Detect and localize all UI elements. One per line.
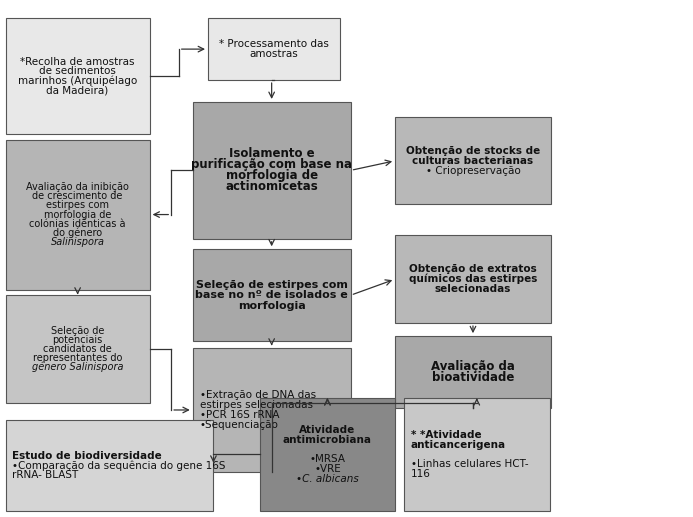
Text: Atividade: Atividade [299, 425, 356, 435]
Text: da Madeira): da Madeira) [46, 86, 109, 96]
Text: potenciais: potenciais [53, 335, 103, 345]
FancyBboxPatch shape [6, 18, 150, 134]
Text: •Extração de DNA das: •Extração de DNA das [200, 390, 316, 400]
Text: base no nº de isolados e: base no nº de isolados e [195, 290, 348, 300]
Text: purificação com base na: purificação com base na [191, 158, 352, 171]
FancyBboxPatch shape [404, 398, 550, 511]
Text: de crescimento de: de crescimento de [33, 191, 123, 201]
Text: género Salinispora: género Salinispora [32, 362, 123, 372]
Text: •C. albicans: •C. albicans [296, 474, 359, 484]
FancyBboxPatch shape [6, 140, 150, 290]
FancyBboxPatch shape [260, 398, 395, 511]
Text: • Criopreservação: • Criopreservação [426, 165, 520, 176]
Text: químicos das estirpes: químicos das estirpes [409, 274, 537, 284]
Text: Isolamento e: Isolamento e [229, 147, 315, 160]
Text: do género: do género [53, 227, 102, 238]
Text: •PCR 16S rRNA: •PCR 16S rRNA [200, 410, 279, 420]
Text: morfologia: morfologia [238, 300, 306, 311]
Text: Estudo de biodiversidade: Estudo de biodiversidade [12, 451, 162, 461]
Text: •VRE: •VRE [314, 464, 341, 474]
Text: Seleção de: Seleção de [51, 326, 105, 336]
Text: Obtenção de stocks de: Obtenção de stocks de [406, 146, 540, 156]
Text: estirpes selecionadas: estirpes selecionadas [200, 400, 313, 410]
Text: Salinispora: Salinispora [51, 237, 105, 247]
Text: amostras: amostras [249, 49, 298, 59]
Text: antimicrobiana: antimicrobiana [283, 435, 372, 445]
Text: morfologia de: morfologia de [44, 209, 112, 220]
Text: anticancerigena: anticancerigena [411, 439, 506, 450]
Text: morfologia de: morfologia de [226, 170, 317, 183]
Text: culturas bacterianas: culturas bacterianas [412, 156, 534, 166]
Text: •Sequenciação: •Sequenciação [200, 420, 279, 430]
FancyBboxPatch shape [193, 249, 351, 341]
Text: actinomicetas: actinomicetas [225, 180, 318, 193]
FancyBboxPatch shape [395, 336, 551, 408]
Text: •Linhas celulares HCT-: •Linhas celulares HCT- [411, 459, 529, 469]
Text: •MRSA: •MRSA [310, 454, 345, 464]
Text: estirpes com: estirpes com [46, 201, 109, 210]
Text: *Recolha de amostras: *Recolha de amostras [20, 57, 135, 67]
Text: representantes do: representantes do [33, 353, 122, 363]
Text: colónias idênticas à: colónias idênticas à [29, 219, 126, 229]
Text: * Processamento das: * Processamento das [219, 39, 328, 49]
Text: Seleção de estirpes com: Seleção de estirpes com [195, 280, 348, 290]
Text: candidatos de: candidatos de [43, 344, 112, 354]
FancyBboxPatch shape [6, 295, 150, 403]
Text: * *Atividade: * *Atividade [411, 430, 482, 440]
Text: 116: 116 [411, 469, 431, 479]
FancyBboxPatch shape [193, 348, 351, 472]
Text: •Comparação da sequência do gene 16S: •Comparação da sequência do gene 16S [12, 460, 226, 471]
Text: bioatividade: bioatividade [432, 371, 514, 384]
Text: Obtenção de extratos: Obtenção de extratos [409, 264, 537, 275]
FancyBboxPatch shape [6, 420, 213, 511]
Text: rRNA- BLAST: rRNA- BLAST [12, 470, 79, 480]
Text: Avaliação da: Avaliação da [431, 360, 515, 373]
FancyBboxPatch shape [208, 18, 340, 80]
Text: de sedimentos: de sedimentos [40, 66, 116, 77]
FancyBboxPatch shape [193, 102, 351, 239]
FancyBboxPatch shape [395, 235, 551, 323]
Text: selecionadas: selecionadas [435, 284, 511, 294]
Text: Avaliação da inibição: Avaliação da inibição [26, 183, 129, 192]
FancyBboxPatch shape [395, 117, 551, 204]
Text: marinhos (Arquipélago: marinhos (Arquipélago [18, 76, 137, 86]
